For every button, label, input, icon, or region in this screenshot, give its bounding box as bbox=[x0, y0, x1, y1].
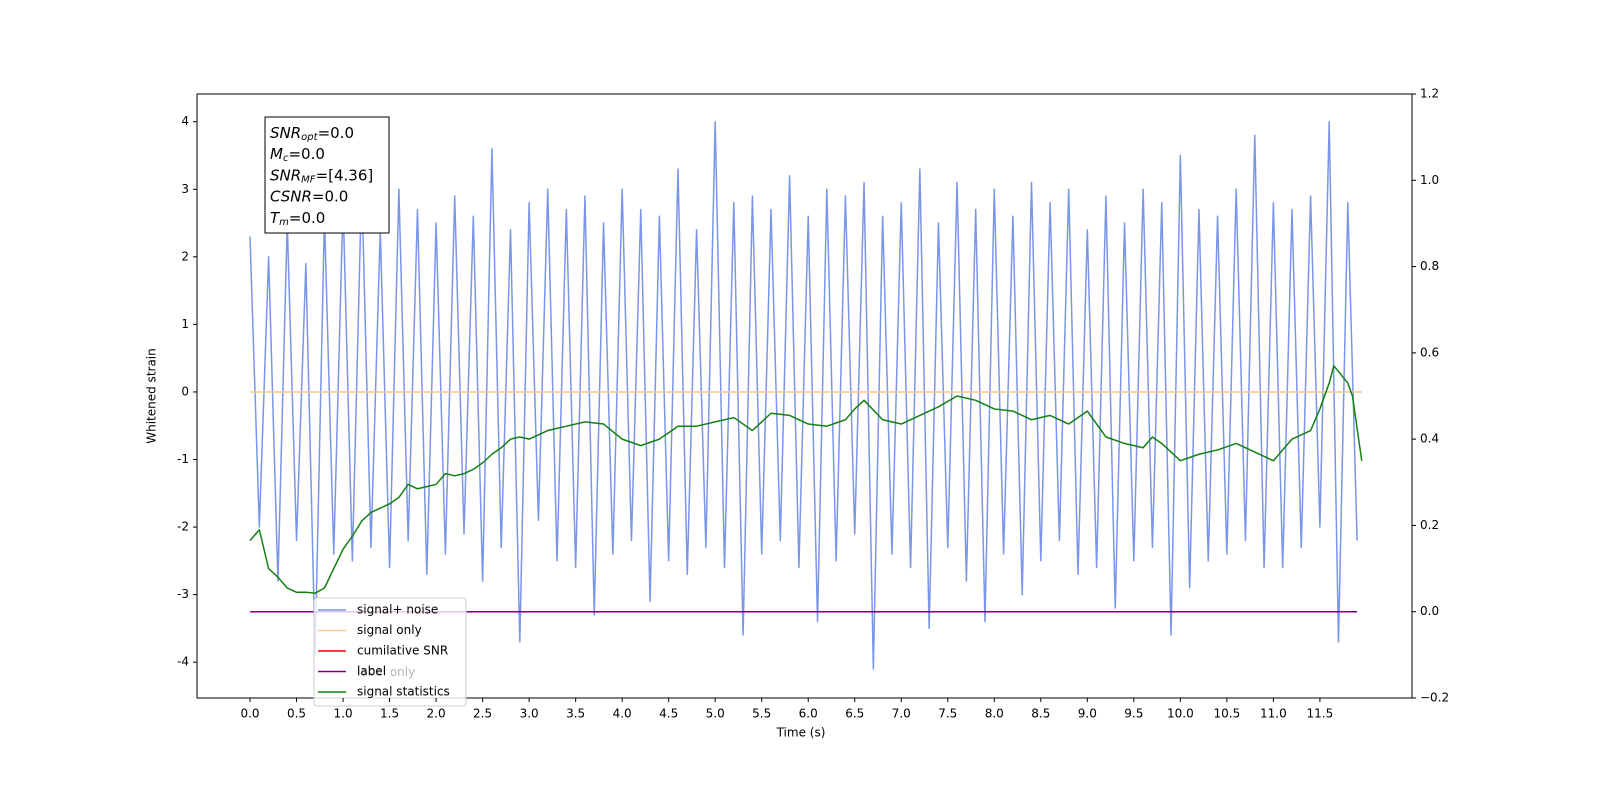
annotation-box: SNRopt=0.0Mc=0.0SNRMF=[4.36]CSNR=0.0Tm=0… bbox=[264, 116, 390, 234]
annotation-symbol: CSNR bbox=[270, 187, 312, 205]
x-tick-label: 8.5 bbox=[1031, 707, 1050, 721]
annotation-symbol: T bbox=[270, 208, 281, 226]
annotation-line: SNRMF=[4.36] bbox=[270, 166, 373, 186]
legend-label: signal only bbox=[357, 623, 422, 637]
annotation-symbol: M bbox=[270, 145, 283, 163]
x-tick-label: 1.5 bbox=[380, 707, 399, 721]
y2-tick-label: 0.0 bbox=[1420, 604, 1439, 618]
annotation-line: Mc=0.0 bbox=[270, 145, 325, 165]
legend-label: signal statistics bbox=[357, 685, 450, 699]
y2-tick-label: 1.0 bbox=[1420, 173, 1439, 187]
y2-tick-label: 0.8 bbox=[1420, 259, 1439, 273]
x-tick-label: 1.0 bbox=[334, 707, 353, 721]
legend-frame bbox=[313, 597, 467, 707]
x-tick-label: 4.5 bbox=[659, 707, 678, 721]
x-tick-label: 9.5 bbox=[1124, 707, 1143, 721]
x-tick-label: 9.0 bbox=[1078, 707, 1097, 721]
legend-label: cumilative SNR bbox=[357, 644, 448, 658]
x-tick-label: 7.0 bbox=[892, 707, 911, 721]
legend-label: label bbox=[357, 664, 386, 678]
y-tick-label: 4 bbox=[181, 114, 189, 128]
x-tick-label: 0.5 bbox=[287, 707, 306, 721]
x-tick-label: 3.5 bbox=[566, 707, 585, 721]
x-tick-label: 2.0 bbox=[427, 707, 446, 721]
annotation-line: SNRopt=0.0 bbox=[270, 124, 354, 144]
annotation-subscript: m bbox=[279, 217, 289, 228]
x-tick-label: 11.0 bbox=[1260, 707, 1287, 721]
x-tick-label: 6.5 bbox=[845, 707, 864, 721]
annotation-subscript: MF bbox=[301, 174, 316, 185]
legend-label: signal+ noise bbox=[357, 603, 438, 617]
x-tick-label: 7.5 bbox=[938, 707, 957, 721]
y-tick-label: 1 bbox=[181, 317, 189, 331]
y-tick-label: -2 bbox=[177, 520, 189, 534]
y-tick-label: -1 bbox=[177, 452, 189, 466]
x-tick-label: 8.0 bbox=[985, 707, 1004, 721]
annotation-value: =0.0 bbox=[288, 145, 324, 163]
legend: signal+ noise signal only cumilative SNR la… bbox=[313, 597, 467, 707]
annotation-value: =0.0 bbox=[312, 187, 348, 205]
x-tick-label: 0.0 bbox=[240, 707, 259, 721]
x-tick-label: 3.0 bbox=[520, 707, 539, 721]
y-tick-label: -4 bbox=[177, 655, 189, 669]
annotation-symbol: SNR bbox=[270, 124, 301, 142]
x-tick-label: 5.5 bbox=[752, 707, 771, 721]
axes-frame bbox=[196, 93, 1413, 699]
x-tick-label: 10.0 bbox=[1167, 707, 1194, 721]
series-line bbox=[249, 365, 1363, 594]
y-tick-label: 2 bbox=[181, 249, 189, 263]
annotation-value: =[4.36] bbox=[316, 166, 374, 184]
annotation-value: =0.0 bbox=[318, 124, 354, 142]
annotation-line: Tm=0.0 bbox=[270, 208, 325, 228]
annotation-line: CSNR=0.0 bbox=[270, 187, 348, 205]
y2-tick-label: 0.2 bbox=[1420, 518, 1439, 532]
annotation-subscript: opt bbox=[301, 132, 318, 143]
y-tick-label: 0 bbox=[181, 384, 189, 398]
x-tick-label: 5.0 bbox=[706, 707, 725, 721]
x-tick-label: 6.0 bbox=[799, 707, 818, 721]
annotation-symbol: SNR bbox=[270, 166, 301, 184]
y2-tick-label: 0.6 bbox=[1420, 345, 1439, 359]
y2-tick-label: 0.4 bbox=[1420, 432, 1439, 446]
legend-label: label only bbox=[357, 665, 415, 679]
y2-tick-label: 1.2 bbox=[1420, 87, 1439, 101]
annotation-value: =0.0 bbox=[289, 208, 325, 226]
x-tick-label: 4.0 bbox=[613, 707, 632, 721]
annotation-subscript: c bbox=[283, 153, 289, 164]
x-tick-label: 11.5 bbox=[1307, 707, 1334, 721]
y-tick-label: -3 bbox=[177, 587, 189, 601]
x-tick-label: 2.5 bbox=[473, 707, 492, 721]
y2-tick-label: −0.2 bbox=[1420, 691, 1449, 705]
y-tick-label: 3 bbox=[181, 182, 189, 196]
x-axis-label: Time (s) bbox=[776, 726, 826, 740]
annotation-frame bbox=[264, 116, 390, 234]
x-tick-label: 10.5 bbox=[1214, 707, 1241, 721]
y-axis-label: Whitened strain bbox=[145, 348, 159, 444]
